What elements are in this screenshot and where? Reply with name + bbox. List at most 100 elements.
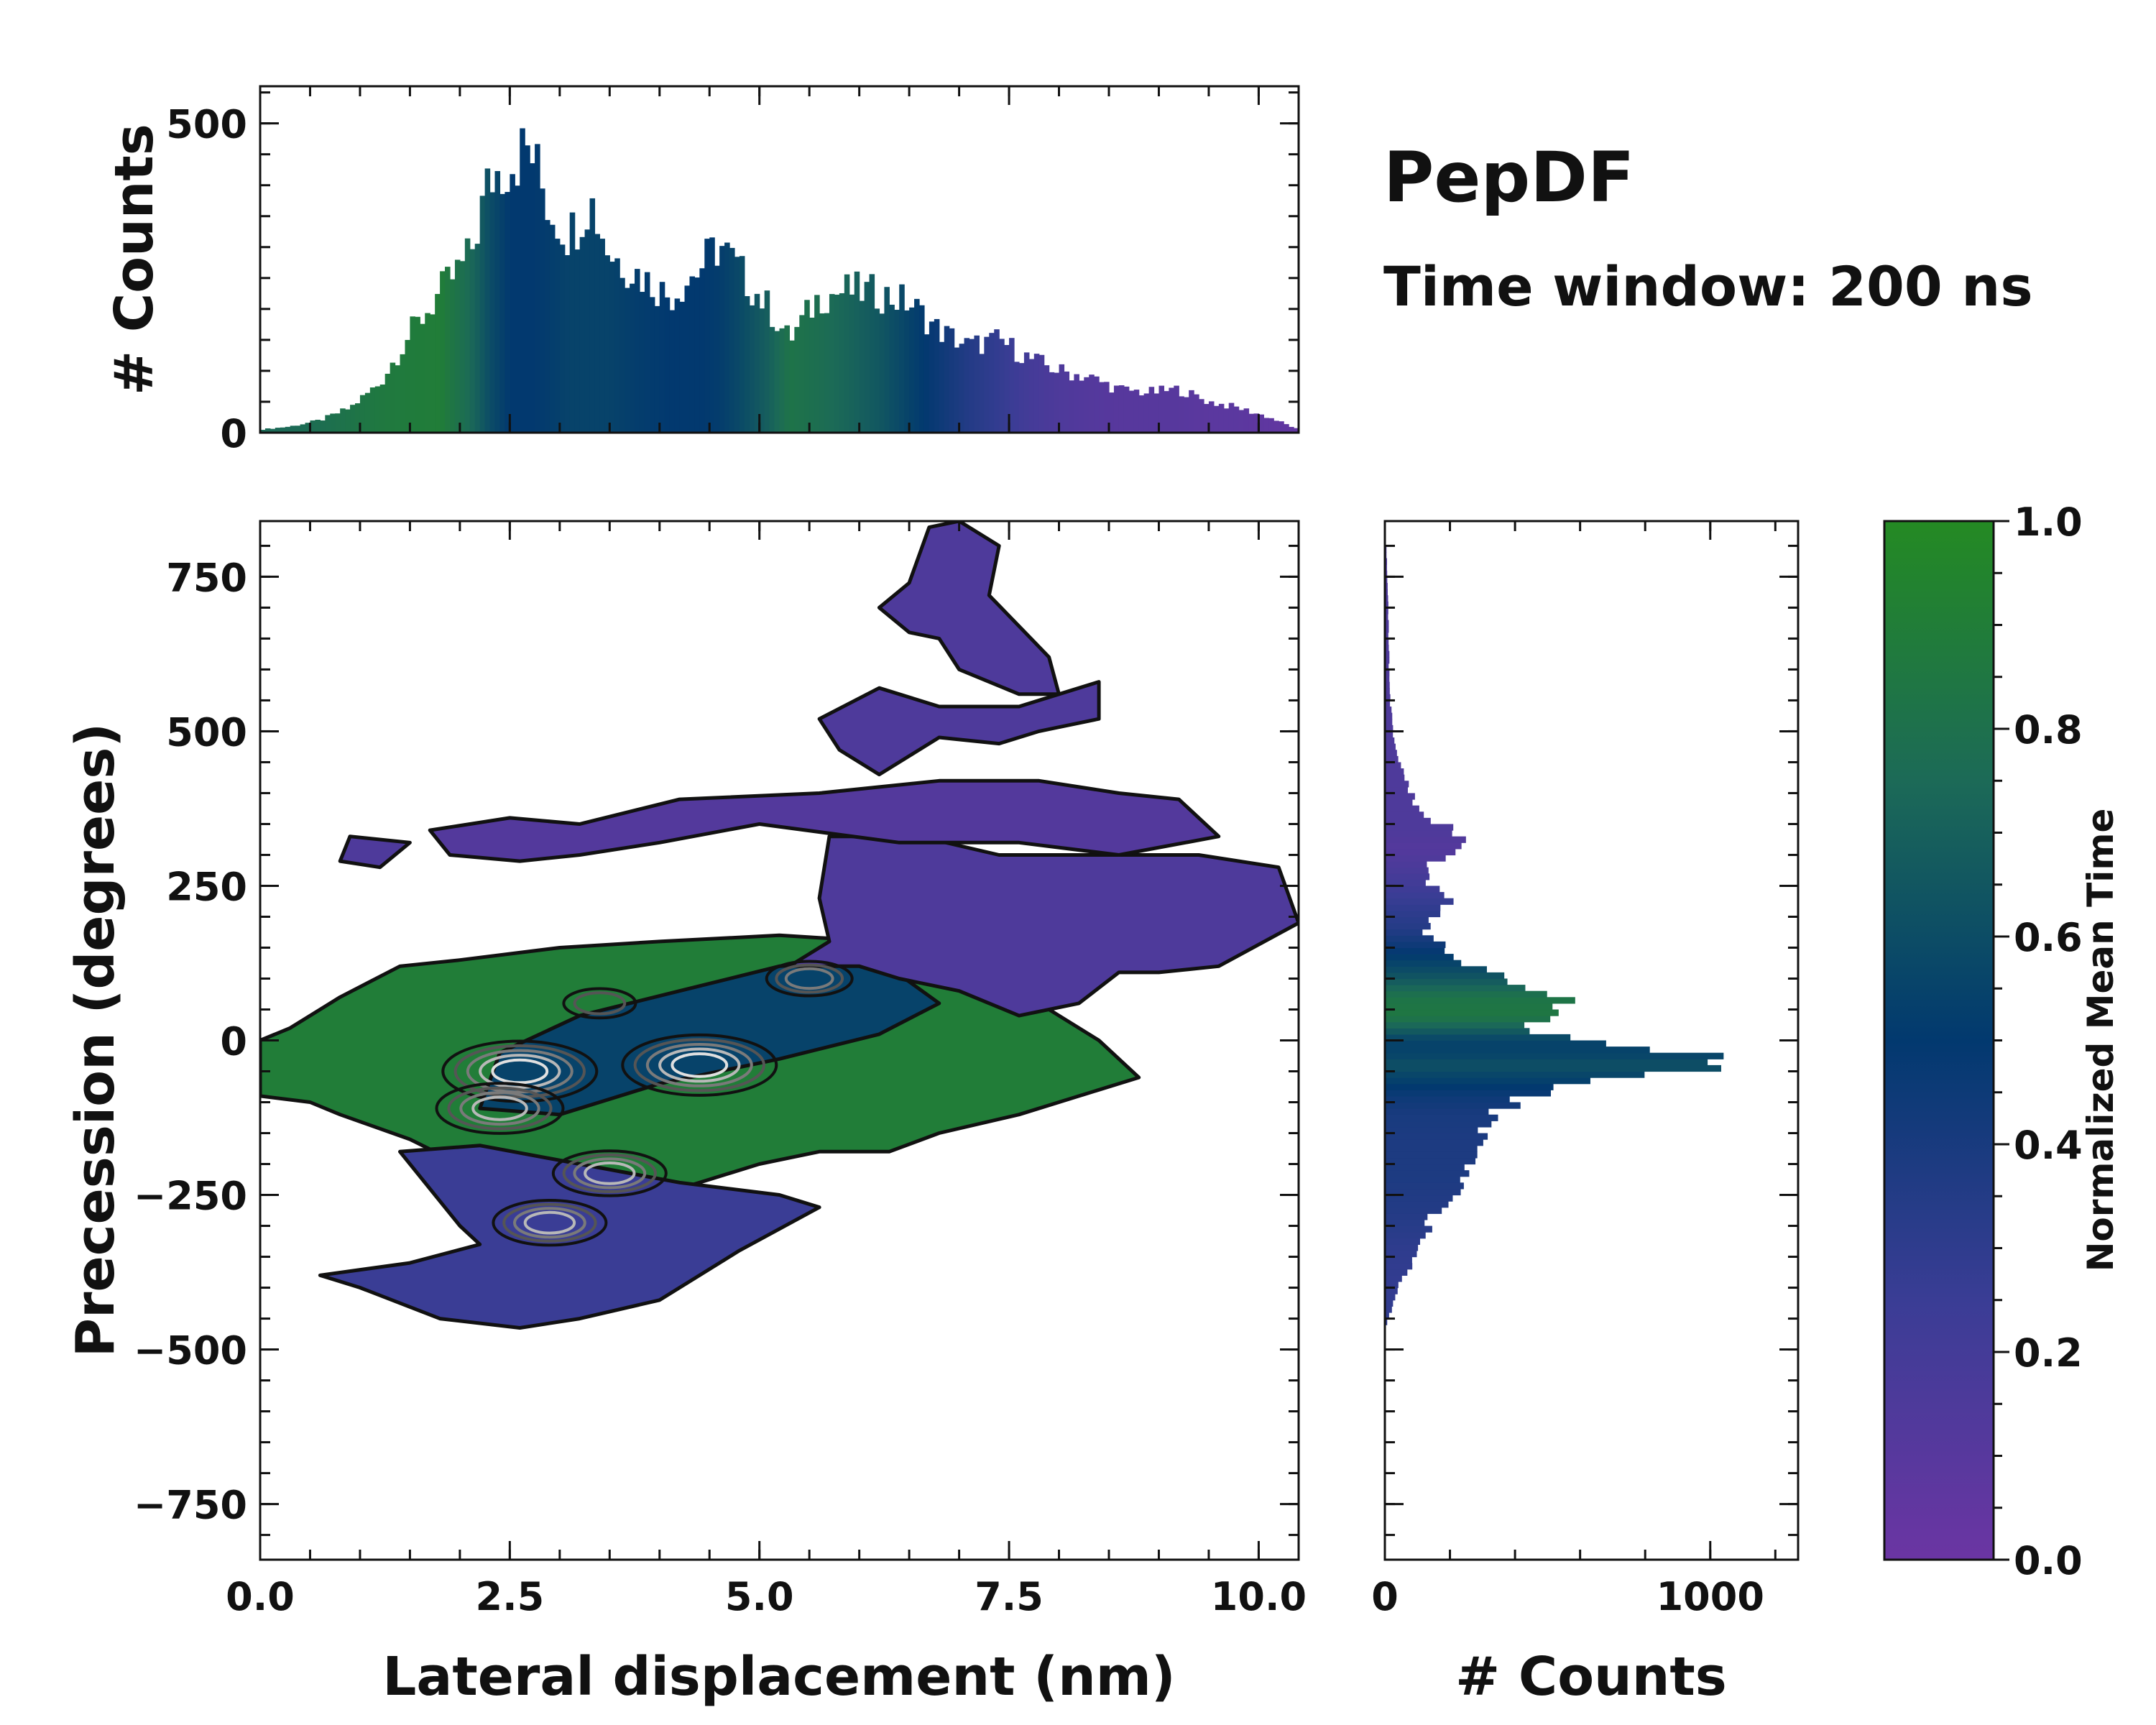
top-histogram-frame	[259, 85, 1300, 434]
right-histogram-bar	[1385, 1016, 1551, 1023]
density-contour-peak-4-level-3	[523, 1210, 576, 1235]
top-histogram-bar	[384, 374, 391, 433]
right-histogram-bar	[1385, 589, 1388, 596]
top-histogram-bar	[1084, 377, 1089, 433]
right-histogram-bar	[1385, 607, 1388, 615]
top-histogram-bar	[579, 236, 586, 433]
right-histogram-bar	[1385, 1114, 1498, 1121]
right-histogram-bar	[1385, 669, 1390, 676]
top-histogram-bar	[1074, 374, 1079, 433]
region-mid-arm	[787, 834, 1299, 1018]
density-contour-peak-0-level-3	[479, 1054, 561, 1089]
top-histogram-bar	[1228, 402, 1235, 433]
right-histogram-bar	[1385, 811, 1424, 819]
right-histogram-bar	[1385, 836, 1466, 843]
density-contour-peak-5-level-0	[765, 960, 854, 998]
top-histogram-bar	[1208, 401, 1215, 433]
heatmap-regions	[260, 521, 1299, 1332]
top-histogram-bar	[879, 313, 885, 433]
right-histogram-bar	[1385, 663, 1389, 671]
top-histogram-bar	[1054, 372, 1060, 433]
top-histogram-bar	[1179, 396, 1184, 433]
right-histogram-bar	[1385, 941, 1446, 949]
colorbar-gradient	[1883, 520, 1995, 1561]
right-histogram-bar	[1385, 1207, 1442, 1214]
top-histogram-bar	[654, 305, 660, 433]
right-histogram-bar	[1385, 1083, 1554, 1090]
right-histogram-bar	[1385, 1009, 1559, 1016]
top-histogram-bar	[1109, 392, 1115, 433]
right-histogram-bar	[1385, 1225, 1432, 1233]
top-histogram-bar	[999, 339, 1005, 433]
top-histogram-bar	[1238, 410, 1245, 433]
right-histogram-bar	[1385, 1244, 1419, 1251]
right-histogram-bar	[1385, 774, 1405, 781]
top-histogram-bar	[564, 254, 571, 433]
top-histogram-bar	[544, 220, 550, 433]
top-histogram-bar	[379, 385, 386, 433]
right-histogram-bar	[1385, 904, 1441, 911]
right-histogram-bar	[1385, 620, 1389, 627]
right-histogram-bar	[1385, 1102, 1521, 1109]
density-contour-peak-2-level-3	[471, 1095, 528, 1121]
top-histogram-bar	[964, 338, 970, 433]
right-histogram-bar	[1385, 688, 1390, 695]
density-contour-peak-3-level-1	[562, 1153, 657, 1194]
top-histogram-bar	[310, 420, 316, 433]
top-histogram-bar	[574, 249, 581, 433]
main-x-tick-label: 5.0	[725, 1574, 794, 1619]
y-axis-label: Precession (degrees)	[65, 723, 126, 1357]
main-x-tick-label: 0.0	[226, 1574, 295, 1619]
top-histogram-bar	[540, 188, 545, 433]
right-histogram-bar	[1385, 614, 1388, 621]
top-histogram-bar	[330, 413, 336, 433]
top-histogram-bar	[1279, 421, 1284, 433]
right-histogram-bar	[1385, 1108, 1489, 1116]
top-histogram-bar	[849, 294, 855, 433]
top-histogram-bar	[430, 314, 436, 433]
top-histogram-bar	[759, 308, 765, 433]
right-histogram-bar	[1385, 923, 1431, 930]
main-y-tick-label: 0	[220, 1019, 247, 1064]
x-axis-label: Lateral displacement (nm)	[382, 1646, 1175, 1708]
top-histogram-bar	[355, 403, 361, 433]
top-histogram-bar	[864, 282, 870, 433]
right-histogram-bar	[1385, 1121, 1492, 1128]
top-histogram-bar	[1194, 394, 1199, 433]
right-histogram-bar	[1385, 855, 1446, 862]
top-histogram-bar	[1038, 354, 1045, 433]
top-histogram-bar	[1243, 408, 1250, 433]
right-histogram-bar	[1385, 947, 1445, 954]
top-histogram-bar	[604, 255, 610, 433]
right-histogram-bar	[1385, 576, 1388, 584]
right-histogram-bar	[1385, 1046, 1650, 1054]
right-histogram-bar	[1385, 1028, 1530, 1035]
density-contour-peak-5-level-2	[784, 967, 834, 990]
right-histogram-bar	[1385, 978, 1508, 985]
top-histogram-bar	[1089, 374, 1095, 433]
density-contour-peak-2-level-2	[459, 1091, 540, 1126]
top-histogram-bar	[1064, 371, 1070, 433]
top-histogram-bar	[894, 310, 900, 433]
main-y-tick-label: −500	[134, 1328, 247, 1374]
top-histogram-bar	[619, 277, 625, 433]
top-histogram-bar	[515, 185, 520, 433]
top-histogram-bar	[440, 271, 446, 433]
right-histogram-bar	[1385, 737, 1395, 745]
right-histogram-bar	[1385, 1306, 1392, 1313]
right-histogram-bar	[1385, 916, 1429, 924]
top-histogram-ticks: 0 500	[166, 86, 1299, 456]
top-histogram-bar	[784, 325, 790, 433]
top-histogram-bar	[679, 301, 686, 433]
right-histogram-bar	[1385, 805, 1419, 812]
top-histogram-bar	[844, 274, 850, 433]
top-histogram-bar	[949, 328, 955, 433]
right-histogram-bar	[1385, 966, 1487, 973]
top-histogram-bar	[1213, 405, 1220, 433]
top-histogram-bar	[854, 271, 860, 433]
right-histogram-bar	[1385, 743, 1396, 750]
top-histogram-bar	[320, 420, 326, 433]
right-histogram: 0 1000 # Counts	[1371, 520, 1800, 1708]
top-histogram-bar	[1118, 385, 1125, 433]
